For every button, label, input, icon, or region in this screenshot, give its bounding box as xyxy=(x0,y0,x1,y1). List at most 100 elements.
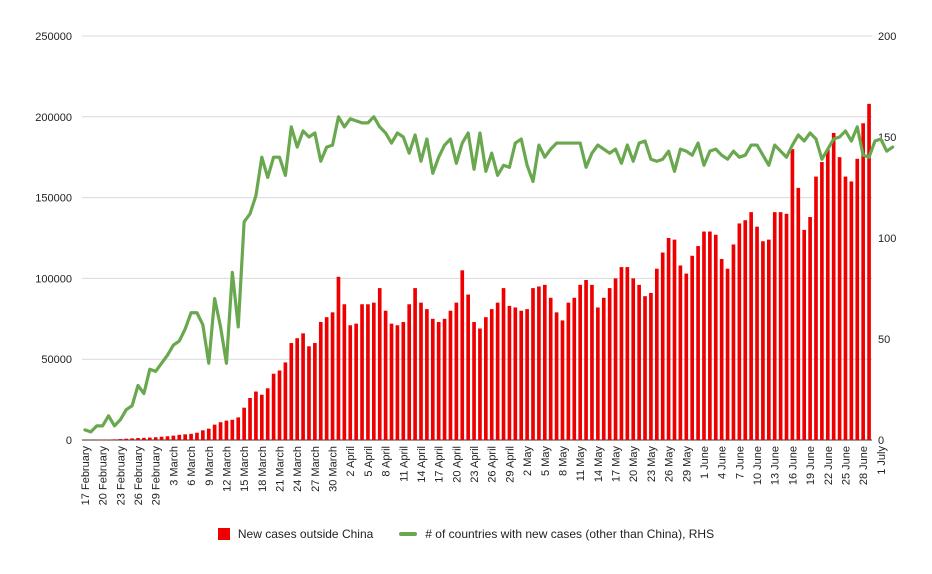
bar xyxy=(802,229,807,440)
bar xyxy=(189,433,193,440)
legend-item-bars: New cases outside China xyxy=(217,527,374,541)
line-point xyxy=(96,425,98,427)
line-point xyxy=(255,194,257,197)
y-right-tick-label: 200 xyxy=(878,31,896,43)
bar xyxy=(136,438,140,440)
bar xyxy=(419,302,423,440)
line-point xyxy=(125,409,127,411)
line-point xyxy=(815,138,817,140)
line-point xyxy=(850,140,852,142)
line-point xyxy=(750,144,752,146)
x-tick-label: 21 March xyxy=(275,446,287,492)
line-point xyxy=(567,142,569,144)
bar xyxy=(436,322,441,440)
line-point xyxy=(673,170,676,172)
line-point xyxy=(131,405,133,407)
bar xyxy=(236,417,241,440)
legend-swatch-bars xyxy=(217,528,230,540)
line-point xyxy=(355,120,357,122)
bar xyxy=(596,307,600,440)
line-point xyxy=(249,213,251,215)
bar xyxy=(590,284,594,440)
x-tick-label: 24 March xyxy=(292,446,304,492)
x-tick-label: 17 April xyxy=(434,446,446,483)
line-point xyxy=(237,326,239,328)
bar xyxy=(613,278,618,440)
bar xyxy=(743,220,748,440)
x-axis-ticks: 17 February 20 February 23 February 26 Febr… xyxy=(80,446,888,506)
bar xyxy=(808,216,812,440)
line-point xyxy=(160,362,163,364)
x-tick-label: 7 June xyxy=(734,446,746,479)
line-point xyxy=(638,142,640,144)
bar-series xyxy=(83,103,871,441)
bar xyxy=(784,213,789,440)
x-tick-label: 22 June xyxy=(823,446,835,485)
x-tick-label: 5 May xyxy=(540,446,552,476)
bar xyxy=(201,430,205,440)
bar xyxy=(820,162,824,440)
x-tick-label: 30 March xyxy=(328,446,340,492)
x-tick-label: 20 May xyxy=(628,446,640,483)
line-point xyxy=(343,126,345,128)
line-point xyxy=(744,154,746,156)
line-point xyxy=(514,142,516,144)
bar xyxy=(578,284,582,440)
x-tick-label: 1 July xyxy=(876,446,888,475)
x-tick-label: 8 April xyxy=(381,446,393,477)
line-point xyxy=(768,164,770,166)
line-point xyxy=(331,144,334,146)
bar xyxy=(324,317,329,440)
line-point xyxy=(184,328,186,330)
bar xyxy=(301,333,305,440)
y-right-tick-label: 0 xyxy=(878,435,884,447)
line-point xyxy=(520,138,522,140)
line-point xyxy=(84,429,86,431)
bar xyxy=(489,309,494,440)
x-tick-label: 4 June xyxy=(717,446,729,479)
bar xyxy=(224,420,229,440)
x-tick-label: 26 May xyxy=(664,446,676,483)
line-point xyxy=(797,134,799,136)
bar xyxy=(713,234,718,440)
line-point xyxy=(455,162,457,164)
line-point xyxy=(261,156,263,158)
bar xyxy=(484,317,488,440)
x-tick-label: 27 March xyxy=(310,446,322,492)
x-tick-label: 29 April xyxy=(504,446,516,483)
bar xyxy=(519,310,524,440)
bar xyxy=(212,424,217,440)
bar xyxy=(696,246,700,440)
bar xyxy=(277,370,282,440)
left-axis-ticks: 0 50000 100000 150000 200000 250000 xyxy=(35,31,72,447)
line-point xyxy=(614,148,617,150)
bar xyxy=(660,252,665,440)
x-tick-label: 23 May xyxy=(646,446,658,483)
line-point xyxy=(668,150,670,152)
x-tick-label: 3 March xyxy=(168,446,180,486)
bar xyxy=(761,241,765,440)
x-tick-label: 16 June xyxy=(787,446,799,485)
line-point xyxy=(685,150,687,152)
line-point xyxy=(155,370,157,372)
legend-label-bars: New cases outside China xyxy=(237,527,374,541)
bar xyxy=(130,438,134,440)
bar xyxy=(472,322,476,440)
line-point xyxy=(544,156,546,158)
bar xyxy=(383,310,388,440)
y-left-tick-label: 50000 xyxy=(41,354,72,366)
bar xyxy=(165,436,170,440)
bar xyxy=(672,239,677,440)
bar xyxy=(678,265,683,440)
bar xyxy=(843,176,848,441)
x-tick-label: 13 June xyxy=(770,446,782,485)
line-point xyxy=(626,144,628,146)
line-point xyxy=(526,164,528,166)
line-point xyxy=(709,150,711,152)
line-point xyxy=(449,138,452,140)
line-point xyxy=(172,344,174,346)
line-point xyxy=(443,144,446,146)
line-point xyxy=(774,144,776,146)
x-tick-label: 1 June xyxy=(699,446,711,479)
